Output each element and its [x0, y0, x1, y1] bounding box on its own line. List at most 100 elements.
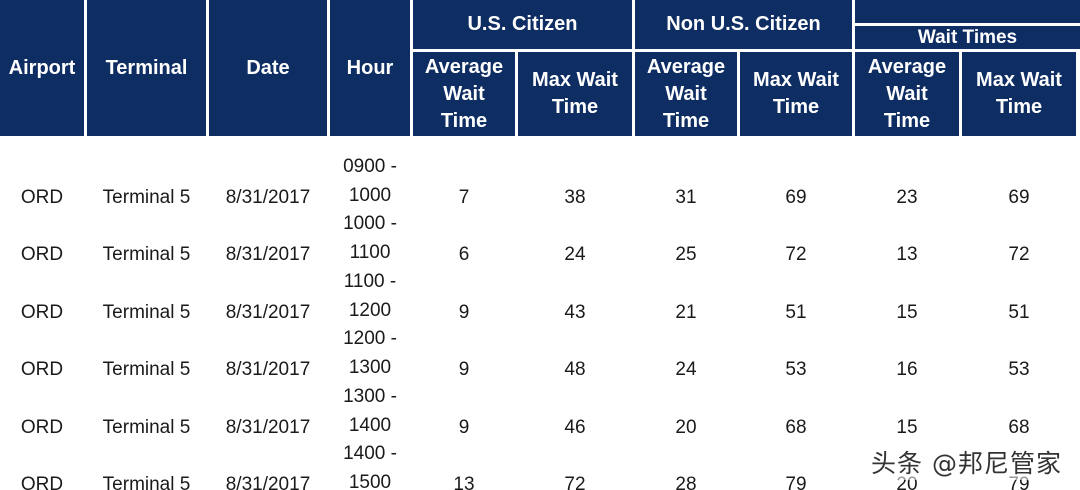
- cell-hour-start: 1100 -: [343, 270, 397, 292]
- cell-hour-start: 1300 -: [343, 385, 397, 407]
- cell-date: 8/31/2017: [225, 359, 311, 381]
- cell-all-max: 72: [1008, 244, 1030, 266]
- header-terminal-label: Terminal: [105, 56, 188, 79]
- cell-all-max: 53: [1008, 359, 1030, 381]
- cell-us-avg: 9: [458, 416, 470, 438]
- header-non-us-citizen: Non U.S. Citizen: [635, 0, 852, 49]
- header-all-max-wait: Max Wait Time: [962, 52, 1076, 136]
- cell-hour-end: 1500: [348, 472, 392, 490]
- cell-non-max: 51: [785, 301, 807, 323]
- cell-hour: 1300 - 1400: [330, 376, 410, 446]
- header-us-max-wait: Max Wait Time: [518, 52, 632, 136]
- header-all-max-line1: Max Wait: [976, 69, 1062, 91]
- cell-hour: 1200 - 1300: [330, 318, 410, 388]
- header-date-label: Date: [246, 56, 290, 79]
- watermark: 头条 @邦尼管家: [867, 444, 1066, 480]
- cell-us-avg: 13: [453, 474, 475, 490]
- header-airport-label: Airport: [8, 56, 76, 79]
- header-non-avg-wait: Average Wait Time: [635, 52, 737, 136]
- cell-us-max: 24: [564, 244, 586, 266]
- cell-airport: ORD: [20, 301, 64, 323]
- cell-us-avg: 6: [458, 244, 470, 266]
- cell-non-max: 53: [785, 359, 807, 381]
- cell-hour: 1100 - 1200: [330, 261, 410, 331]
- cell-all-avg: 13: [896, 244, 918, 266]
- cell-terminal: Terminal 5: [102, 416, 191, 438]
- cell-all-avg: 16: [896, 359, 918, 381]
- cell-terminal: Terminal 5: [102, 474, 191, 490]
- cell-terminal: Terminal 5: [102, 301, 191, 323]
- header-us-citizen: U.S. Citizen: [413, 0, 632, 49]
- cell-date: 8/31/2017: [225, 244, 311, 266]
- header-wait-times: Wait Times: [855, 26, 1080, 49]
- cell-non-max: 79: [785, 474, 807, 490]
- header-wait-times-label: Wait Times: [917, 27, 1018, 48]
- cell-us-max: 72: [564, 474, 586, 490]
- cell-hour-start: 1400 -: [343, 443, 397, 464]
- cell-all-max: 68: [1008, 416, 1030, 438]
- header-all-avg-wait: Average Wait Time: [855, 52, 959, 136]
- cell-us-max: 48: [564, 359, 586, 381]
- cell-all-max: 69: [1008, 187, 1030, 208]
- table-row: ORD Terminal 5 8/31/2017 13 72 28 79 20 79 1400 -…: [0, 443, 1080, 490]
- header-non-max-line1: Max Wait: [753, 69, 839, 91]
- cell-hour: 1400 - 1500: [330, 433, 410, 490]
- cell-all-max: 51: [1008, 301, 1030, 323]
- cell-terminal: Terminal 5: [102, 187, 191, 208]
- cell-terminal: Terminal 5: [102, 359, 191, 381]
- header-us-avg-line2: Wait: [443, 82, 485, 105]
- header-non-avg-line1: Average: [646, 55, 726, 78]
- header-non-max-wait: Max Wait Time: [740, 52, 852, 136]
- cell-all-avg: 15: [896, 301, 918, 323]
- cell-hour: 1000 - 1100: [330, 203, 410, 273]
- cell-us-max: 38: [564, 187, 586, 208]
- cell-terminal: Terminal 5: [102, 244, 191, 266]
- cell-us-max: 43: [564, 301, 586, 323]
- table-row: ORD Terminal 5 8/31/2017 9 48 24 53 16 53 1200 - 1…: [0, 328, 1080, 385]
- table-row: ORD Terminal 5 8/31/2017 9 43 21 51 15 51 1100 - 1…: [0, 271, 1080, 328]
- cell-all-avg: 15: [896, 416, 918, 438]
- cell-hour-start: 0900 -: [343, 156, 397, 177]
- cell-date: 8/31/2017: [225, 301, 311, 323]
- table-row: ORD Terminal 5 8/31/2017 9 46 20 68 15 68 1300 - 1…: [0, 386, 1080, 443]
- header-non-avg-line3: Time: [662, 109, 710, 132]
- header-us-max-line1: Max Wait: [532, 69, 618, 91]
- header-all-avg-line3: Time: [883, 109, 931, 132]
- cell-date: 8/31/2017: [225, 187, 311, 208]
- header-us-citizen-label: U.S. Citizen: [467, 13, 578, 35]
- header-hour: Hour: [330, 0, 410, 136]
- cell-hour-end: 1200: [348, 299, 392, 321]
- cell-hour: 0900 - 1000: [330, 146, 410, 216]
- header-all-group: [855, 0, 1080, 23]
- cell-us-avg: 9: [458, 301, 470, 323]
- cell-non-avg: 20: [675, 416, 697, 438]
- cell-hour-end: 1400: [348, 414, 392, 436]
- cell-airport: ORD: [20, 359, 64, 381]
- cell-hour-start: 1000 -: [343, 213, 397, 235]
- header-airport: Airport: [0, 0, 84, 136]
- cell-hour-end: 1000: [348, 185, 392, 206]
- table-row: ORD Terminal 5 8/31/2017 7 38 31 69 23 69 0900 - 1…: [0, 156, 1080, 213]
- cell-non-avg: 28: [675, 474, 697, 490]
- header-hour-label: Hour: [346, 56, 394, 79]
- cell-date: 8/31/2017: [225, 416, 311, 438]
- cell-all-avg: 23: [896, 187, 918, 208]
- cell-non-avg: 31: [675, 187, 697, 208]
- header-non-avg-line2: Wait: [665, 82, 707, 105]
- cell-us-avg: 7: [458, 187, 470, 208]
- cell-non-max: 72: [785, 244, 807, 266]
- header-us-max-line2: Time: [551, 96, 599, 118]
- header-date: Date: [209, 0, 327, 136]
- cell-hour-end: 1100: [349, 242, 391, 264]
- cell-airport: ORD: [20, 244, 64, 266]
- cell-non-max: 69: [785, 187, 807, 208]
- cell-non-max: 68: [785, 416, 807, 438]
- header-all-max-line2: Time: [995, 96, 1043, 118]
- cell-airport: ORD: [20, 474, 64, 490]
- cell-airport: ORD: [20, 416, 64, 438]
- cell-non-avg: 24: [675, 359, 697, 381]
- cell-us-avg: 9: [458, 359, 470, 381]
- header-all-avg-line1: Average: [867, 55, 947, 78]
- cell-non-avg: 25: [675, 244, 697, 266]
